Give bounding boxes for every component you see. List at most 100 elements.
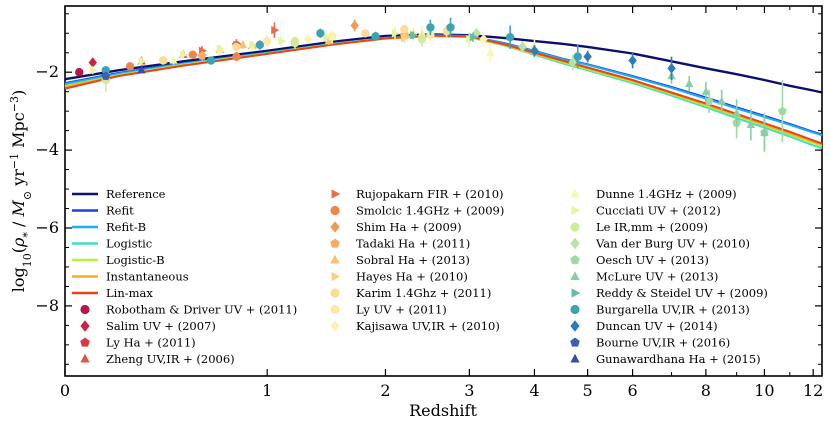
legend-marker — [570, 237, 580, 250]
x-tick-label: 2 — [380, 381, 390, 400]
legend-label: Gunawardhana Ha + (2015) — [596, 352, 761, 366]
obs-point — [125, 62, 135, 71]
legend-item-reddy-steidel-uv-2009: Reddy & Steidel UV + (2009) — [571, 286, 768, 300]
obs-point — [530, 45, 539, 57]
obs-point — [410, 31, 419, 40]
obs-group-bourne-uv-ir-2016 — [101, 71, 111, 80]
obs-point — [371, 32, 380, 41]
obs-point — [88, 57, 98, 68]
x-axis-title: Redshift — [409, 401, 477, 420]
obs-point — [206, 56, 216, 65]
legend-label: Van der Burg UV + (2010) — [595, 237, 750, 251]
obs-group-robotham-driver-uv-2011 — [75, 68, 84, 77]
x-tick-label: 4 — [529, 381, 539, 400]
legend-label: Le IR,mm + (2009) — [596, 220, 708, 234]
legend-item-logistic-b: Logistic-B — [72, 253, 165, 267]
legend-marker — [330, 320, 340, 332]
legend-label: Duncan UV + (2014) — [596, 319, 718, 333]
model-curves — [64, 33, 823, 150]
legend-marker — [570, 271, 580, 280]
x-tick-label: 1 — [262, 381, 272, 400]
legend-marker — [80, 320, 90, 332]
obs-point — [469, 32, 478, 42]
obs-group-duncan-uv-2014 — [530, 44, 676, 80]
axis-ticks: 0 1 2 3 4 5 6 8 10 12−2−4−6−8 — [35, 6, 823, 400]
obs-point — [628, 55, 637, 66]
legend-marker — [330, 205, 340, 216]
legend-item-robotham-driver-uv-2011: Robotham & Driver UV + (2011) — [80, 303, 297, 317]
obs-point — [232, 42, 241, 52]
legend-marker — [571, 288, 581, 298]
legend-marker — [570, 320, 580, 332]
series-line-reference — [64, 33, 823, 94]
obs-point — [137, 65, 146, 74]
obs-point — [717, 96, 726, 105]
legend-marker — [331, 189, 341, 199]
legend-item-refit-b: Refit-B — [72, 220, 146, 234]
legend-marker — [570, 188, 580, 198]
obs-group-burgarella-uv-ir-2013 — [101, 17, 582, 75]
y-tick-label: −4 — [35, 140, 59, 159]
obs-point — [197, 51, 207, 60]
obs-point — [158, 56, 168, 65]
obs-point — [505, 32, 515, 42]
legend-label: Reddy & Steidel UV + (2009) — [596, 286, 768, 300]
x-tick-label: 5 — [583, 381, 593, 400]
obs-point — [667, 63, 676, 74]
obs-point — [101, 71, 111, 80]
legend-label: Hayes Ha + (2010) — [356, 270, 468, 284]
legend-marker — [330, 288, 340, 298]
obs-point — [350, 20, 359, 31]
legend-item-tadaki-ha-2011: Tadaki Ha + (2011) — [330, 237, 470, 251]
series-line-refit — [64, 34, 823, 136]
obs-point — [417, 34, 427, 44]
legend-item-logistic: Logistic — [72, 237, 152, 251]
legend-marker — [330, 238, 340, 248]
obs-point — [238, 40, 248, 49]
legend-item-hayes-ha-2010: Hayes Ha + (2010) — [331, 270, 468, 284]
legend-label: McLure UV + (2013) — [596, 270, 718, 284]
x-tick-label: 12 — [803, 381, 823, 400]
x-tick-label: 0 — [60, 381, 70, 400]
legend-label: Burgarella UV,IR + (2013) — [596, 303, 750, 317]
legend-item-dunne-1-4ghz-2009: Dunne 1.4GHz + (2009) — [570, 187, 737, 201]
legend-label: Zheng UV,IR + (2006) — [106, 352, 235, 366]
obs-point — [701, 86, 711, 95]
y-tick-label: −8 — [35, 296, 59, 315]
x-tick-label: 10 — [754, 381, 774, 400]
obs-point — [303, 33, 313, 45]
legend-item-karim-1-4ghz-2011: Karim 1.4Ghz + (2011) — [330, 286, 491, 300]
obs-point — [760, 127, 769, 136]
legend-item-ly-uv-2011: Ly UV + (2011) — [330, 303, 447, 317]
obs-point — [778, 106, 787, 115]
legend-item-lin-max: Lin-max — [72, 286, 153, 300]
legend-label: Ly UV + (2011) — [356, 303, 447, 317]
obs-point — [583, 51, 592, 62]
obs-point — [400, 25, 409, 34]
legend-item-salim-uv-2007: Salim UV + (2007) — [80, 319, 216, 333]
legend-item-gunawardhana-ha-2015: Gunawardhana Ha + (2015) — [570, 352, 761, 366]
legend-label: Sobral Ha + (2013) — [356, 253, 470, 267]
observation-points — [75, 17, 787, 153]
obs-point — [316, 29, 325, 38]
legend-label: Oesch UV + (2013) — [596, 253, 709, 267]
legend-item-oesch-uv-2013: Oesch UV + (2013) — [570, 253, 709, 267]
obs-point — [685, 79, 694, 88]
obs-point — [518, 41, 527, 53]
obs-point — [323, 32, 332, 42]
legend-marker — [80, 353, 90, 363]
legend-label: Reference — [106, 187, 166, 201]
legend-marker — [330, 254, 340, 264]
x-tick-label: 8 — [701, 381, 711, 400]
legend-item-smolcic-1-4ghz-2009: Smolcic 1.4GHz + (2009) — [330, 204, 504, 218]
obs-group-salim-uv-2007 — [88, 57, 98, 68]
legend-label: Shim Ha + (2009) — [356, 220, 462, 234]
y-tick-label: −2 — [35, 62, 59, 81]
legend-label: Smolcic 1.4GHz + (2009) — [356, 204, 504, 218]
plot-area — [64, 5, 823, 377]
x-tick-label: 6 — [628, 381, 638, 400]
y-tick-label: −6 — [35, 218, 59, 237]
legend-label: Salim UV + (2007) — [106, 319, 216, 333]
legend-label: Refit — [106, 204, 134, 218]
legend-label: Rujopakarn FIR + (2010) — [356, 187, 504, 201]
